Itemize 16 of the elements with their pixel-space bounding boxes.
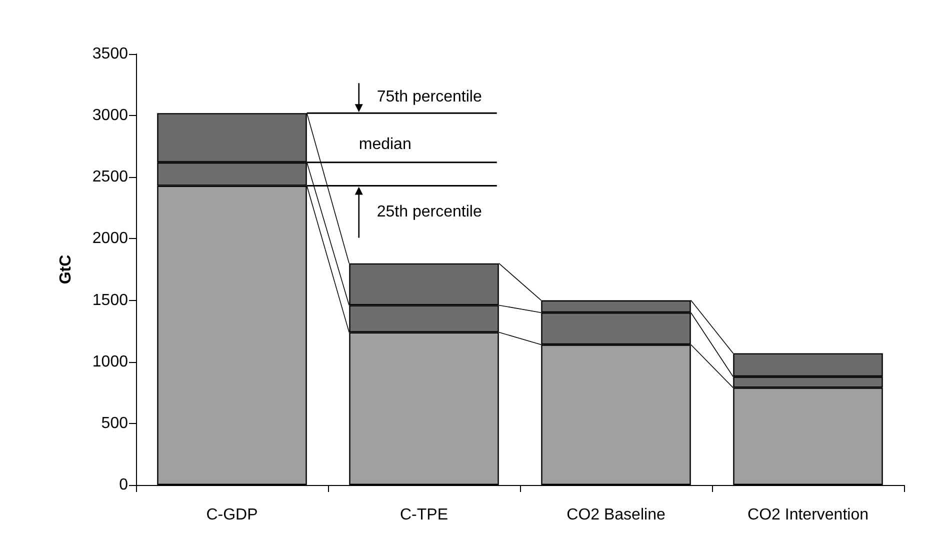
y-tick-label: 500 <box>101 414 128 432</box>
y-tick-label: 3000 <box>92 107 128 124</box>
y-tick-label: 0 <box>119 476 128 494</box>
y-tick-label: 1500 <box>92 292 128 309</box>
x-tick-label: CO2 Baseline <box>566 506 666 524</box>
legend-label: 75th percentile <box>376 88 482 106</box>
y-tick-label: 2500 <box>92 168 128 186</box>
x-tick-label: C-GDP <box>206 506 258 524</box>
y-tick-label: 1000 <box>92 353 128 370</box>
x-tick-label: C-TPE <box>400 506 448 524</box>
x-tick-label: CO2 Intervention <box>748 506 868 524</box>
ref-line-label: median <box>358 136 412 153</box>
y-tick-label: 2000 <box>92 230 128 248</box>
y-axis-title: GtC <box>58 254 74 284</box>
y-tick-label: 3500 <box>92 46 128 62</box>
ref-line-label: 25th percentile <box>376 203 482 220</box>
